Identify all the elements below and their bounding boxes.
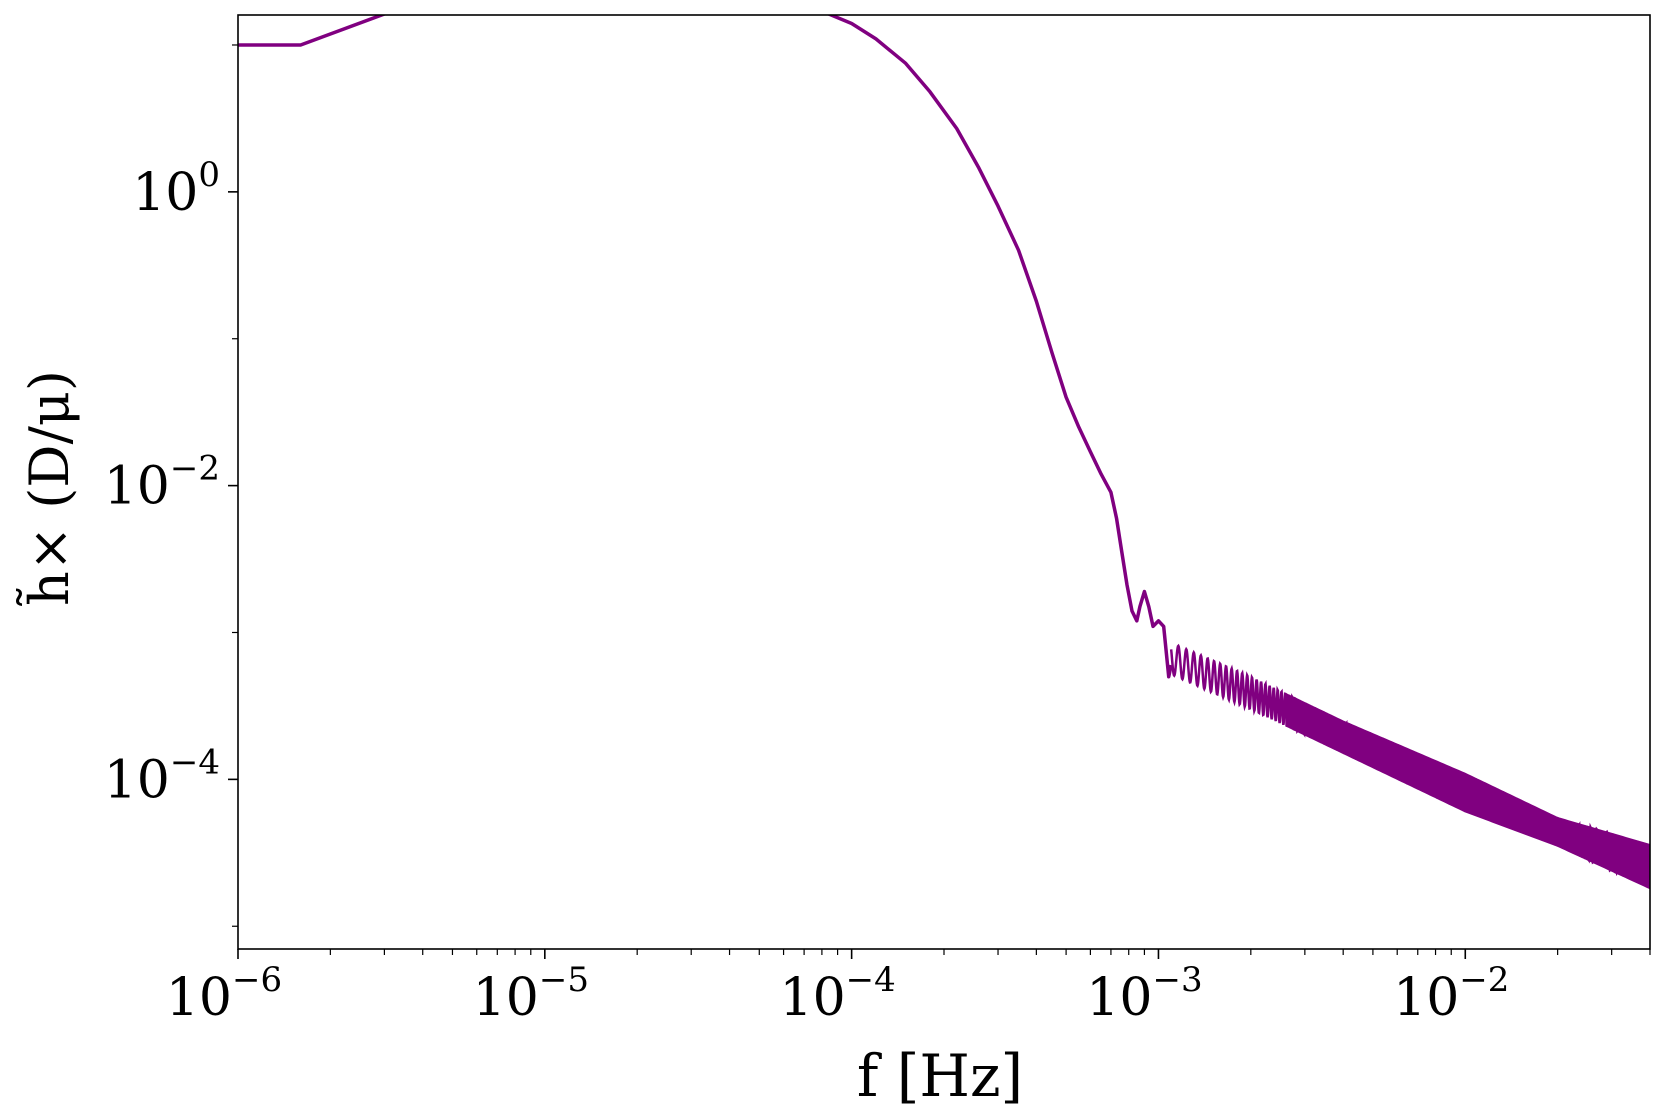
x-tick-label: 10−6 xyxy=(166,960,282,1028)
y-tick-label: 10−4 xyxy=(104,742,220,810)
x-axis-label: f [Hz] xyxy=(857,1042,1023,1110)
plot-frame xyxy=(237,14,1651,950)
x-tick-label: 10−2 xyxy=(1393,960,1509,1028)
x-tick-label: 10−4 xyxy=(779,960,895,1028)
series-envelope xyxy=(1285,692,1650,890)
x-tick-label: 10−3 xyxy=(1086,960,1202,1028)
y-tick-label: 10−2 xyxy=(104,449,220,517)
plot-area xyxy=(238,15,1650,890)
y-axis-label: h̃× (D/μ) xyxy=(15,370,81,607)
series-line xyxy=(238,15,1173,679)
y-tick-label: 100 xyxy=(132,155,220,223)
x-tick-label: 10−5 xyxy=(473,960,589,1028)
axes: 10−6 10−5 10−4 10−3 10−2 100 10−2 10−4 xyxy=(104,14,1651,1028)
